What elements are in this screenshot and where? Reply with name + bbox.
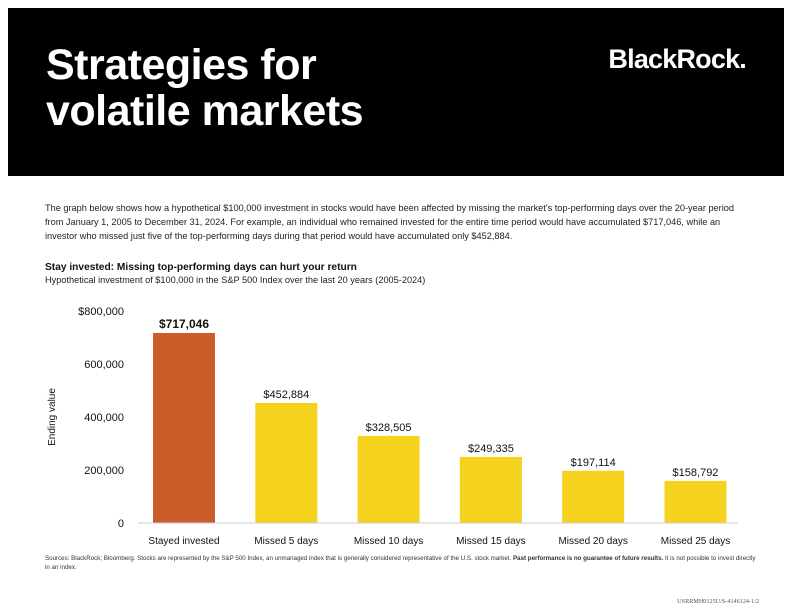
- bar: [357, 435, 420, 523]
- blackrock-logo: BlackRock.: [608, 44, 746, 74]
- intro-paragraph: The graph below shows how a hypothetical…: [45, 203, 734, 241]
- x-tick-label: Missed 20 days: [558, 536, 627, 546]
- footnote: Sources: BlackRock; Bloomberg. Stocks ar…: [45, 554, 757, 572]
- y-tick-label: 200,000: [84, 465, 124, 477]
- value-label: $197,114: [571, 457, 616, 469]
- chart-subtitle: Hypothetical investment of $100,000 in t…: [45, 275, 426, 285]
- x-tick-label: Missed 10 days: [354, 536, 423, 546]
- bar: [664, 480, 727, 523]
- y-tick-label: $800,000: [78, 306, 124, 318]
- footnote-text-2: It is not possible to invest directly in…: [45, 555, 756, 571]
- bar: [562, 470, 625, 523]
- bar: [459, 456, 522, 523]
- title-line-1: Strategies for: [46, 41, 317, 89]
- page-title: Strategies for volatile markets: [46, 42, 466, 134]
- x-tick-label: Missed 15 days: [456, 536, 525, 546]
- y-tick-label: 400,000: [84, 412, 124, 424]
- x-tick-label: Missed 5 days: [254, 536, 318, 546]
- footnote-text: Sources: BlackRock; Bloomberg. Stocks ar…: [45, 555, 512, 562]
- bar: [255, 402, 318, 523]
- footnote-disclaimer: Past performance is no guarantee of futu…: [513, 555, 664, 562]
- title-line-2: volatile markets: [46, 87, 364, 135]
- value-label: $249,335: [468, 443, 514, 455]
- bar-chart: Ending value 0 200,000 400,000 600,000 $800,0…: [47, 306, 738, 546]
- x-tick-label: Stayed invested: [148, 536, 219, 546]
- chart-title: Stay invested: Missing top-performing da…: [45, 262, 357, 273]
- y-tick-label: 0: [118, 518, 124, 530]
- value-label: $452,884: [263, 389, 309, 401]
- x-tick-label: Missed 25 days: [661, 536, 730, 546]
- value-label: $158,792: [673, 467, 719, 479]
- y-tick-label: 600,000: [84, 359, 124, 371]
- header-banner: Strategies for volatile markets BlackRock…: [8, 8, 784, 176]
- value-label: $717,046: [159, 317, 209, 331]
- value-label: $328,505: [366, 422, 412, 434]
- document-code: USRRMH0125U/S-4146124-1/2: [677, 598, 759, 605]
- y-axis-label: Ending value: [47, 388, 58, 446]
- bar: [153, 332, 215, 523]
